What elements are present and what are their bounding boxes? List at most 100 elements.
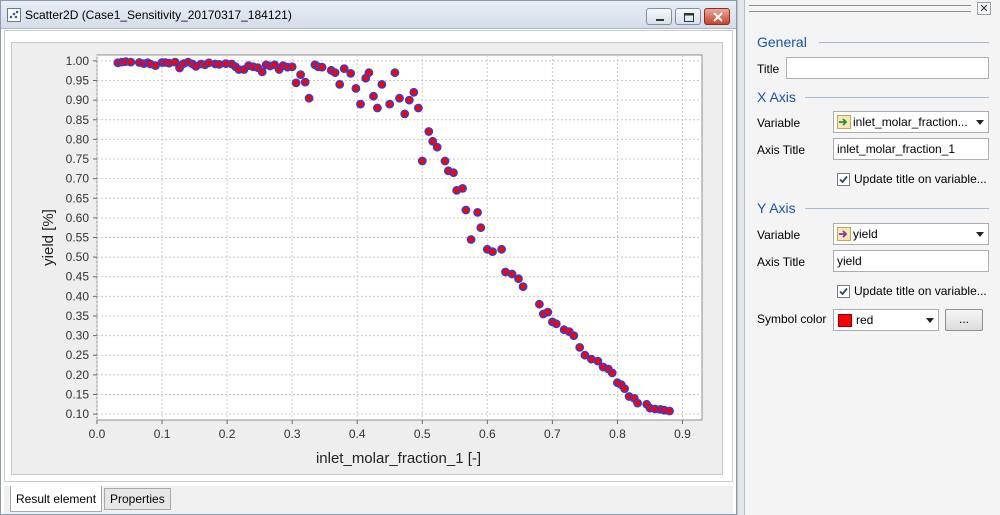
close-window-button[interactable] bbox=[704, 8, 730, 25]
data-point[interactable] bbox=[385, 99, 395, 109]
data-point[interactable] bbox=[330, 68, 340, 78]
data-point[interactable] bbox=[317, 62, 327, 72]
data-point[interactable] bbox=[339, 64, 349, 74]
close-icon bbox=[713, 12, 723, 22]
y-tick-label: 0.85 bbox=[66, 113, 90, 127]
y-tick-label: 0.50 bbox=[66, 250, 90, 264]
x-update-title-checkbox[interactable] bbox=[837, 173, 850, 186]
scatter-plot[interactable]: 0.0 0.1 0.2 0.3 0.4 0.5 0.6 0.7 0.8 0.9 0.10 0.15 0.… bbox=[12, 43, 724, 476]
panel-close-button[interactable]: ✕ bbox=[977, 2, 991, 15]
x-variable-select[interactable]: inlet_molar_fraction... bbox=[833, 111, 989, 133]
result-element-content: 0.0 0.1 0.2 0.3 0.4 0.5 0.6 0.7 0.8 0.9 0.10 0.15 0.… bbox=[4, 30, 733, 482]
panel-header[interactable]: ✕ bbox=[745, 2, 1000, 16]
data-point[interactable] bbox=[473, 207, 482, 217]
minimize-button[interactable] bbox=[646, 8, 672, 25]
data-point[interactable] bbox=[409, 87, 419, 97]
data-point[interactable] bbox=[514, 274, 523, 284]
section-divider bbox=[805, 97, 989, 98]
data-point[interactable] bbox=[665, 406, 674, 416]
data-point[interactable] bbox=[607, 368, 617, 378]
y-tick-label: 0.80 bbox=[66, 132, 90, 146]
data-point[interactable] bbox=[569, 331, 579, 340]
data-point[interactable] bbox=[369, 91, 378, 101]
data-point[interactable] bbox=[424, 127, 434, 136]
data-point[interactable] bbox=[507, 269, 517, 279]
properties-panel: ✕ General Title X Axis Variable inlet_mo… bbox=[744, 0, 1000, 515]
title-label: Title bbox=[757, 62, 780, 76]
data-point[interactable] bbox=[351, 84, 361, 93]
checkmark-icon bbox=[839, 287, 848, 296]
more-colors-button[interactable]: ... bbox=[945, 309, 983, 331]
data-point[interactable] bbox=[633, 398, 642, 408]
data-point[interactable] bbox=[300, 77, 310, 87]
x-axis-title-input[interactable]: inlet_molar_fraction_1 bbox=[833, 138, 989, 160]
x-variable-value: inlet_molar_fraction... bbox=[853, 115, 968, 129]
data-point[interactable] bbox=[497, 244, 506, 254]
data-point[interactable] bbox=[476, 223, 486, 233]
data-point[interactable] bbox=[356, 99, 365, 109]
data-point[interactable] bbox=[432, 142, 442, 152]
y-update-title-checkbox[interactable] bbox=[837, 285, 850, 298]
section-divider bbox=[819, 42, 989, 43]
data-point[interactable] bbox=[390, 68, 400, 78]
y-axis-title-label: Axis Title bbox=[757, 255, 806, 269]
chevron-down-icon bbox=[976, 120, 984, 125]
window-title: Scatter2D (Case1_Sensitivity_20170317_18… bbox=[25, 8, 292, 22]
tab-result-element[interactable]: Result element bbox=[10, 486, 103, 512]
section-general-heading: General bbox=[757, 34, 807, 50]
data-point[interactable] bbox=[291, 78, 301, 88]
data-point[interactable] bbox=[395, 93, 404, 103]
data-point[interactable] bbox=[372, 103, 382, 113]
input-variable-icon bbox=[837, 115, 851, 129]
data-point[interactable] bbox=[364, 68, 374, 78]
y-variable-value: yield bbox=[853, 227, 878, 241]
data-point[interactable] bbox=[440, 156, 450, 166]
data-point[interactable] bbox=[535, 299, 544, 309]
window-titlebar[interactable]: Scatter2D (Case1_Sensitivity_20170317_18… bbox=[1, 1, 736, 29]
data-point[interactable] bbox=[126, 57, 136, 67]
data-point[interactable] bbox=[404, 95, 414, 105]
data-point[interactable] bbox=[543, 307, 553, 317]
data-point[interactable] bbox=[551, 319, 561, 329]
data-point[interactable] bbox=[461, 205, 471, 215]
symbol-color-select[interactable]: red bbox=[833, 309, 939, 331]
data-point[interactable] bbox=[620, 384, 629, 393]
data-point[interactable] bbox=[400, 109, 410, 119]
y-axis-title-input[interactable]: yield bbox=[833, 250, 989, 272]
data-point[interactable] bbox=[377, 80, 387, 89]
data-point[interactable] bbox=[488, 247, 497, 256]
data-point[interactable] bbox=[413, 103, 423, 113]
scatter-plot-icon bbox=[7, 8, 21, 22]
minimize-icon bbox=[656, 19, 664, 21]
data-point[interactable] bbox=[449, 168, 458, 178]
chart-title-input[interactable] bbox=[786, 57, 989, 79]
data-point[interactable] bbox=[518, 282, 528, 291]
data-point[interactable] bbox=[458, 183, 467, 193]
y-update-title-label: Update title on variable... bbox=[854, 284, 987, 298]
panel-grip[interactable] bbox=[749, 5, 971, 12]
data-point[interactable] bbox=[287, 62, 297, 72]
data-point[interactable] bbox=[170, 57, 180, 67]
data-point[interactable] bbox=[575, 342, 585, 352]
x-tick-label: 0.0 bbox=[89, 427, 106, 441]
bottom-tab-bar: Result element Properties bbox=[4, 486, 733, 514]
chart-frame: 0.0 0.1 0.2 0.3 0.4 0.5 0.6 0.7 0.8 0.9 0.10 0.15 0.… bbox=[11, 42, 723, 475]
maximize-button[interactable] bbox=[675, 8, 701, 25]
data-point[interactable] bbox=[428, 136, 438, 146]
data-point[interactable] bbox=[296, 70, 305, 79]
data-point[interactable] bbox=[593, 356, 603, 366]
chevron-down-icon bbox=[926, 318, 934, 323]
data-point[interactable] bbox=[580, 350, 590, 360]
y-tick-label: 0.70 bbox=[66, 172, 90, 186]
data-point[interactable] bbox=[335, 80, 345, 89]
panel-splitter[interactable] bbox=[737, 0, 744, 515]
data-point[interactable] bbox=[417, 156, 427, 166]
data-point[interactable] bbox=[466, 235, 476, 244]
tab-properties[interactable]: Properties bbox=[104, 488, 171, 510]
data-point[interactable] bbox=[346, 68, 356, 78]
y-variable-select[interactable]: yield bbox=[833, 223, 989, 245]
data-point[interactable] bbox=[257, 67, 267, 77]
y-tick-label: 0.90 bbox=[66, 93, 90, 107]
x-tick-label: 0.2 bbox=[219, 427, 236, 441]
data-point[interactable] bbox=[304, 93, 314, 103]
